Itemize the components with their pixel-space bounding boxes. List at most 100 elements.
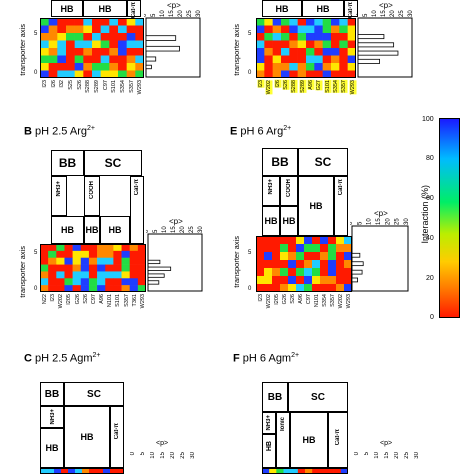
heatmap-cell: [88, 271, 98, 279]
heatmap-cell: [135, 40, 144, 49]
heatmap-cell: [297, 70, 307, 78]
heatmap-cell: [336, 244, 345, 253]
heatmap-cell: [54, 468, 62, 474]
heatmap-cell: [48, 244, 57, 252]
heatmap-cell: [83, 70, 93, 78]
heatmap-cell: [312, 252, 321, 261]
heatmap-cell: [314, 18, 323, 26]
heatmap-cell: [276, 468, 284, 474]
heatmap-cell: [80, 250, 90, 259]
heatmap-cell: [314, 40, 323, 49]
heatmap-cell: [331, 55, 340, 64]
heatmap-cell: [297, 468, 306, 474]
p-histogram-bar: [147, 259, 161, 265]
colorbar-tick-0: 0: [430, 314, 434, 321]
heatmap-c-strip: [40, 468, 124, 474]
p-tick-label: 15: [381, 10, 387, 17]
heatmap-cell: [304, 268, 313, 277]
group-cat-pi: Cat-π: [130, 176, 144, 244]
heatmap-cell: [66, 18, 75, 26]
residue-label: I23: [42, 80, 48, 88]
heatmap-cell: [289, 48, 298, 56]
heatmap-cell: [100, 70, 110, 78]
heatmap-cell: [121, 285, 130, 292]
p-histogram-bar: [351, 269, 363, 275]
p-tick-label: 25: [189, 226, 195, 233]
heatmap-cell: [48, 70, 58, 78]
colorbar-tick-100: 100: [422, 116, 434, 123]
p-tick-label: 0: [130, 452, 136, 456]
heatmap-cell: [57, 63, 67, 71]
heatmap-cell: [64, 264, 73, 272]
heatmap-cell: [118, 48, 127, 56]
heatmap-cell: [121, 257, 130, 265]
heatmap-cell: [297, 48, 307, 56]
p-tick-label: 30: [408, 10, 414, 17]
residue-label: W293: [346, 294, 352, 309]
heatmap-cell: [66, 48, 75, 56]
heatmap-cell: [117, 468, 124, 474]
p-tick-label: 10: [150, 452, 156, 459]
heatmap-cell: [137, 250, 146, 259]
residue-label: W202: [58, 294, 65, 309]
heatmap-a: [40, 18, 144, 78]
heatmap-cell: [297, 63, 307, 71]
residue-label: W293: [139, 294, 146, 309]
heatmap-cell: [328, 252, 337, 261]
residue-labels-d: I23 W202 I26 S26 S288 S289 A96 G27 S101 S354 S357 W…: [257, 80, 357, 116]
p-tick-label: 0: [146, 229, 150, 233]
heatmap-cell: [66, 40, 75, 49]
heatmap-cell: [344, 276, 352, 285]
heatmap-cell: [126, 63, 136, 71]
residue-label: S288: [85, 80, 92, 93]
heatmap-cell: [322, 55, 332, 64]
heatmap-cell: [109, 63, 119, 71]
heatmap-cell: [264, 70, 273, 78]
p-tick-label: 10: [372, 10, 378, 17]
group-nh3: NH3+: [51, 176, 67, 216]
heatmap-cell: [118, 25, 127, 34]
heatmap-cell: [40, 250, 49, 259]
heatmap-cell: [347, 63, 356, 71]
heatmap-cell: [256, 25, 265, 34]
group-hb-2: HB: [302, 0, 344, 17]
p-tick-label: 0: [144, 13, 148, 17]
heatmap-cell: [80, 257, 90, 265]
heatmap-cell: [256, 33, 265, 41]
heatmap-cell: [304, 236, 313, 245]
y-axis-title: transporter axis: [232, 236, 241, 288]
heatmap-cell: [74, 25, 84, 34]
heatmap-cell: [118, 33, 127, 41]
residue-label: I205: [274, 294, 280, 305]
heatmap-cell: [272, 40, 282, 49]
heatmap-cell: [96, 468, 104, 474]
heatmap-cell: [48, 18, 58, 26]
heatmap-cell: [40, 271, 49, 279]
residue-label: S354: [322, 294, 328, 307]
heatmap-cell: [272, 268, 281, 277]
heatmap-cell: [281, 18, 290, 26]
heatmap-cell: [48, 257, 57, 265]
heatmap-cell: [256, 48, 265, 56]
heatmap-cell: [72, 257, 82, 265]
p-histogram-bar: [351, 277, 358, 283]
heatmap-cell: [113, 264, 122, 272]
heatmap-cell: [113, 285, 122, 292]
p-histogram-bar: [145, 45, 180, 52]
y-tick-5: 5: [248, 250, 252, 256]
heatmap-cell: [56, 257, 65, 265]
residue-label: W293: [349, 80, 357, 95]
heatmap-cell: [135, 55, 144, 64]
heatmap-cell: [262, 468, 270, 474]
group-cat-pi: Cat-π: [334, 176, 348, 236]
heatmap-cell: [283, 468, 291, 474]
p-tick-label: 0: [350, 221, 354, 225]
p-tick-label: 15: [384, 452, 390, 459]
heatmap-cell: [256, 284, 265, 292]
heatmap-cell: [109, 55, 119, 64]
p-tick-label: 5: [140, 452, 146, 456]
heatmap-cell: [288, 276, 297, 285]
residue-label: W202: [266, 80, 273, 95]
heatmap-cell: [57, 70, 67, 78]
